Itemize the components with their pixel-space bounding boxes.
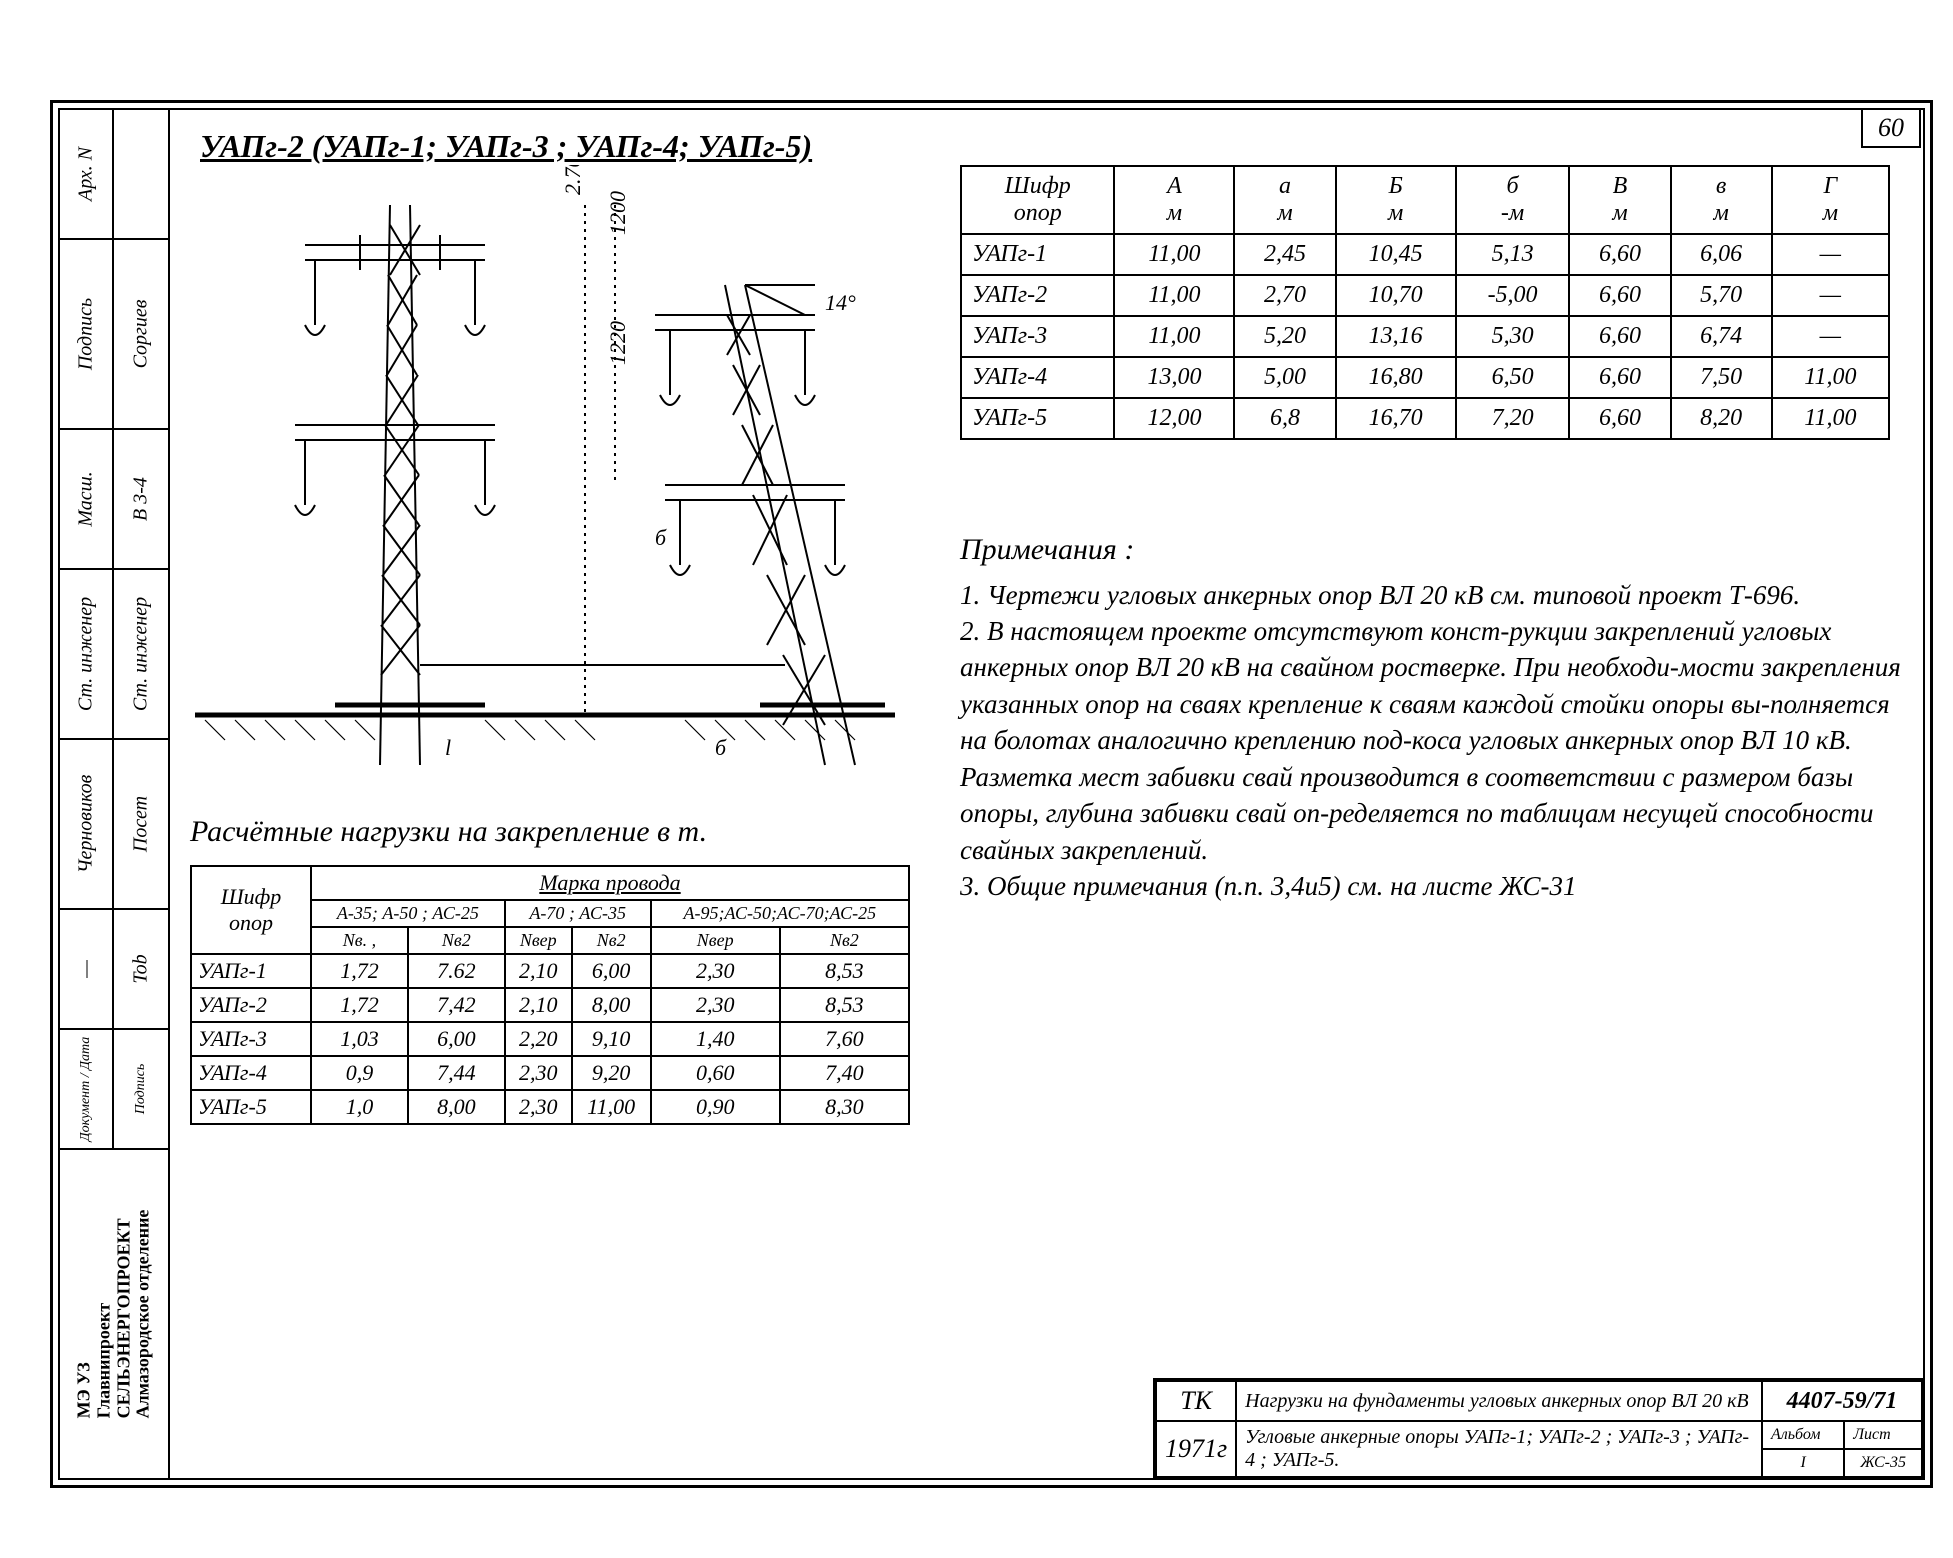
title-block-text: Угловые анкерные опоры УАПг-1; УАПг-2 ; … [1236, 1421, 1762, 1477]
col-subheader: А-95;АС-50;АС-70;АС-25 [651, 900, 909, 927]
sidebar-cell: Подпись [75, 298, 98, 370]
sidebar-cell: — [75, 960, 98, 978]
svg-text:2.700: 2.700 [560, 165, 585, 195]
content-area: УАПг-2 (УАПг-1; УАПг-3 ; УАПг-4; УАПг-5) [170, 110, 1923, 1478]
table-row: УАПг-5 12,006,8 16,707,20 6,608,20 11,00 [961, 398, 1889, 439]
col-subheader: А-35; А-50 ; АС-25 [311, 900, 505, 927]
sidebar-cell: Масш. [75, 471, 98, 526]
col-header: Б м [1336, 166, 1456, 234]
tk-cell: ТК [1156, 1381, 1236, 1421]
col-subheader: Nвер [505, 927, 572, 954]
table-row: УАПг-3 1,036,00 2,209,10 1,407,60 [191, 1022, 909, 1056]
value: ЖС-35 [1844, 1449, 1921, 1476]
table-row: УАПг-2 1,727,42 2,108,00 2,308,53 [191, 988, 909, 1022]
sidebar-cell: Посет [130, 796, 153, 852]
col-header: А м [1114, 166, 1234, 234]
sidebar-cell: В 3-4 [130, 477, 153, 521]
col-header: Г м [1772, 166, 1889, 234]
sidebar-cell: Ст. инженер [130, 597, 153, 711]
sidebar-cell: Подпись [133, 1064, 149, 1115]
svg-text:1220: 1220 [605, 321, 630, 365]
col-header: В м [1569, 166, 1670, 234]
table-row: УАПг-5 1,08,00 2,3011,00 0,908,30 [191, 1090, 909, 1124]
col-subheader: Nв2 [572, 927, 651, 954]
table-row: УАПг-4 13,005,00 16,806,50 6,607,50 11,0… [961, 357, 1889, 398]
sidebar-cell: Ст. инженер [75, 597, 98, 711]
note-item: 1. Чертежи угловых анкерных опор ВЛ 20 к… [960, 577, 1920, 613]
sidebar-cell: Арх. N [75, 147, 98, 201]
col-header: а м [1234, 166, 1335, 234]
drawing-title: УАПг-2 (УАПг-1; УАПг-3 ; УАПг-4; УАПг-5) [200, 128, 1903, 165]
year-cell: 1971г [1156, 1421, 1236, 1477]
title-block: ТК Нагрузки на фундаменты угловых анкерн… [1153, 1378, 1923, 1478]
col-subheader: Nв. , [311, 927, 408, 954]
org-block: МЭ УЗ Главнипроект СЕЛЬЭНЕРГОПРОЕКТ Алма… [74, 1210, 153, 1419]
label: Лист [1844, 1422, 1921, 1449]
table-row: УАПг-4 0,97,44 2,309,20 0,607,40 [191, 1056, 909, 1090]
outer-frame: 60 Арх. N Подпись Соргиев Масш. В 3-4 Ст… [50, 100, 1933, 1488]
table-row: УАПг-2 11,002,70 10,70-5,00 6,605,70 — [961, 275, 1889, 316]
inner-frame: 60 Арх. N Подпись Соргиев Масш. В 3-4 Ст… [58, 108, 1925, 1480]
title-block-text: Нагрузки на фундаменты угловых анкерных … [1236, 1381, 1762, 1421]
tower-drawing: 14° б l б 2.700 1200 1220 [185, 165, 905, 785]
loads-caption: Расчётные нагрузки на закрепление в т. [190, 815, 707, 849]
col-header: б -м [1456, 166, 1570, 234]
label: Альбом [1763, 1422, 1844, 1449]
loads-table: Шифр опор Марка провода А-35; А-50 ; АС-… [190, 865, 910, 1125]
svg-text:1200: 1200 [605, 191, 630, 235]
table-row: УАПг-1 11,002,45 10,455,13 6,606,06 — [961, 234, 1889, 275]
col-header: Шифр опор [961, 166, 1114, 234]
table-row: УАПг-1 1,727.62 2,106,00 2,308,53 [191, 954, 909, 988]
notes-block: Примечания : 1. Чертежи угловых анкерных… [960, 530, 1920, 904]
col-subheader: А-70 ; АС-35 [505, 900, 651, 927]
sidebar: Арх. N Подпись Соргиев Масш. В 3-4 Ст. и… [60, 110, 170, 1478]
col-subheader: Nв2 [408, 927, 505, 954]
col-header: Шифр опор [191, 866, 311, 954]
doc-code: 4407-59/71 [1762, 1381, 1922, 1421]
col-subheader: Nвер [651, 927, 780, 954]
svg-text:б: б [715, 735, 727, 760]
col-subheader: Nв2 [780, 927, 909, 954]
geometry-table: Шифр опор А м а м Б м б -м В м в м Г м У… [960, 165, 1890, 440]
note-item: 2. В настоящем проекте отсутствуют конст… [960, 613, 1920, 868]
value: I [1763, 1449, 1844, 1476]
col-group-header: Марка провода [311, 866, 909, 900]
sidebar-cell: Соргиев [130, 300, 153, 369]
notes-title: Примечания : [960, 530, 1920, 571]
table-row: УАПг-3 11,005,20 13,165,30 6,606,74 — [961, 316, 1889, 357]
svg-text:б: б [655, 525, 667, 550]
svg-text:14°: 14° [825, 290, 856, 315]
note-item: 3. Общие примечания (п.п. 3,4и5) см. на … [960, 868, 1920, 904]
sidebar-cell: Черновиков [75, 775, 98, 874]
col-header: в м [1671, 166, 1772, 234]
svg-text:l: l [445, 735, 451, 760]
sidebar-cell: Tob [130, 954, 153, 983]
sidebar-cell: Документ / Дата [78, 1037, 94, 1142]
